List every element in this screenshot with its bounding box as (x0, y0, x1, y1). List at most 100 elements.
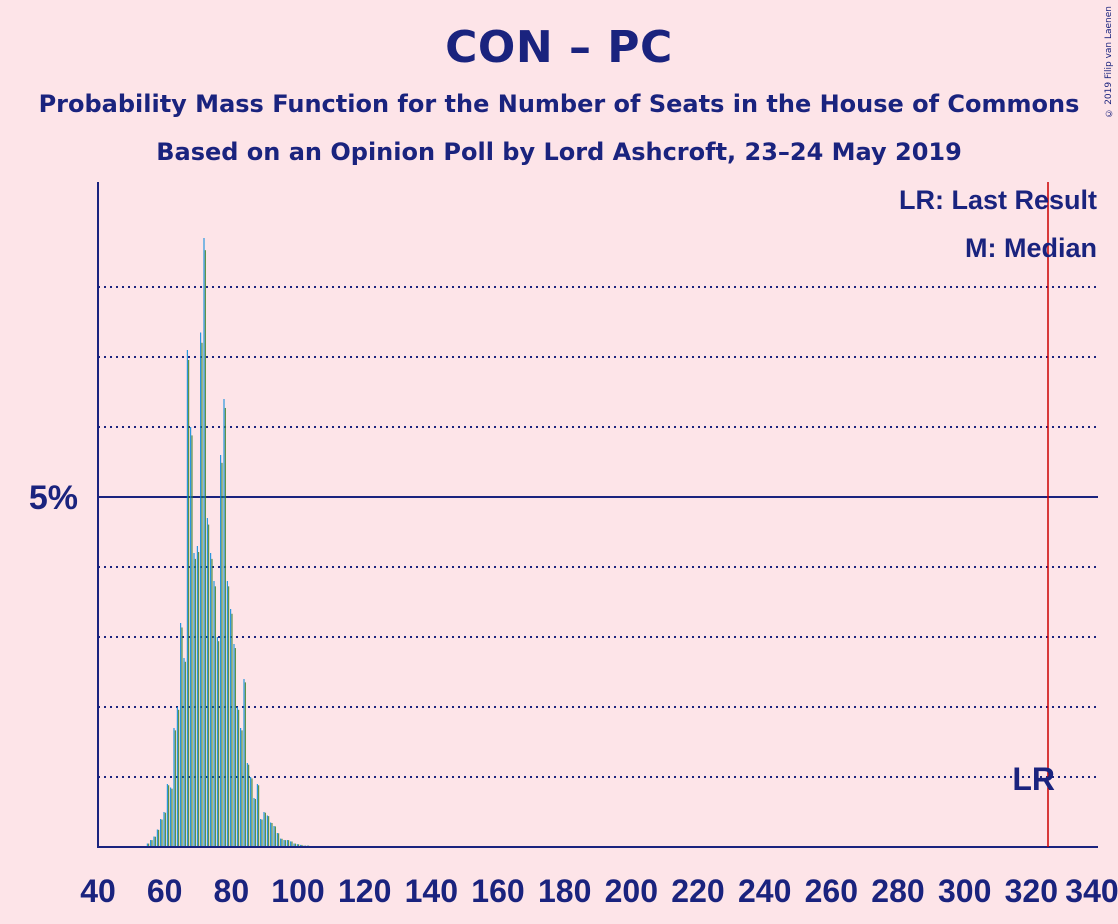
bar-pc (248, 764, 250, 847)
last-result-marker-label: LR (1012, 761, 1055, 797)
bar-pc (244, 682, 246, 847)
bar-pc (151, 840, 153, 847)
bar-pc (211, 558, 213, 847)
x-tick-label: 220 (671, 873, 724, 909)
bar-con (283, 840, 285, 847)
bar-con (203, 238, 205, 847)
bar-con (236, 707, 238, 847)
bar-pc (218, 641, 220, 847)
bar-con (206, 518, 208, 847)
bar-con (293, 843, 295, 847)
bar-pc (154, 836, 156, 847)
bar-pc (238, 709, 240, 847)
bar-con (286, 840, 288, 847)
bar-con (176, 707, 178, 847)
bar-con (160, 819, 162, 847)
bar-pc (178, 709, 180, 847)
x-tick-label: 60 (147, 873, 183, 909)
bar-pc (158, 829, 160, 847)
bar-pc (181, 627, 183, 847)
bar-con (300, 844, 302, 847)
bar-pc (278, 833, 280, 847)
x-tick-label: 140 (405, 873, 458, 909)
x-tick-label: 100 (271, 873, 324, 909)
bar-pc (188, 359, 190, 847)
bar-pc (214, 586, 216, 847)
bar-con (256, 784, 258, 847)
bar-con (210, 553, 212, 847)
legend-last-result: LR: Last Result (899, 185, 1097, 215)
gridlines (98, 286, 1098, 778)
bar-con (216, 637, 218, 847)
bar-pc (228, 586, 230, 847)
bar-pc (204, 250, 206, 847)
bar-pc (291, 841, 293, 847)
bar-con (153, 836, 155, 847)
bar-pc (201, 342, 203, 847)
bar-con (266, 815, 268, 847)
bar-con (240, 728, 242, 847)
bar-con (296, 844, 298, 847)
bar-pc (184, 661, 186, 847)
bar-con (193, 553, 195, 847)
bar-con (226, 581, 228, 847)
bar-pc (148, 843, 150, 847)
bar-con (173, 728, 175, 847)
bar-pc (168, 785, 170, 847)
bar-pc (231, 613, 233, 847)
x-tick-label: 280 (871, 873, 924, 909)
x-tick-label: 260 (805, 873, 858, 909)
bar-pc (268, 816, 270, 847)
bar-pc (274, 826, 276, 847)
bar-pc (221, 462, 223, 847)
bar-con (180, 623, 182, 847)
bar-con (230, 609, 232, 847)
x-tick-label: 80 (214, 873, 250, 909)
bar-con (196, 546, 198, 847)
bar-con (166, 784, 168, 847)
bars (146, 238, 316, 847)
bar-con (170, 787, 172, 847)
bar-con (243, 679, 245, 847)
bar-pc (234, 648, 236, 847)
bar-con (220, 455, 222, 847)
bar-pc (241, 730, 243, 847)
bar-con (250, 777, 252, 847)
x-tick-label: 160 (471, 873, 524, 909)
bar-pc (191, 435, 193, 847)
bar-con (280, 838, 282, 847)
x-tick-label: 200 (605, 873, 658, 909)
bar-con (146, 843, 148, 847)
bar-pc (264, 812, 266, 847)
bar-con (270, 822, 272, 847)
bar-con (213, 581, 215, 847)
x-tick-labels: 40 60 80 100 120 140 160 180 200 220 240 260 280 300 3… (80, 873, 1118, 909)
legend-median: M: Median (965, 233, 1097, 263)
bar-pc (171, 788, 173, 847)
bar-con (290, 841, 292, 847)
bar-con (183, 658, 185, 847)
bar-con (163, 812, 165, 847)
x-tick-label: 320 (1005, 873, 1058, 909)
bar-con (260, 819, 262, 847)
bar-con (263, 812, 265, 847)
bar-pc (194, 558, 196, 847)
bar-pc (174, 730, 176, 847)
x-tick-label: 180 (538, 873, 591, 909)
bar-pc (164, 812, 166, 847)
bar-pc (208, 524, 210, 847)
bar-pc (271, 822, 273, 847)
chart-title: CON – PC (445, 22, 673, 73)
x-tick-label: 240 (738, 873, 791, 909)
x-tick-label: 300 (938, 873, 991, 909)
bar-pc (224, 407, 226, 847)
bar-con (190, 427, 192, 847)
bar-pc (294, 843, 296, 847)
chart-subtitle-1: Probability Mass Function for the Number… (38, 90, 1080, 118)
bar-con (233, 644, 235, 847)
bar-pc (251, 778, 253, 847)
bar-con (246, 763, 248, 847)
bar-con (276, 833, 278, 847)
